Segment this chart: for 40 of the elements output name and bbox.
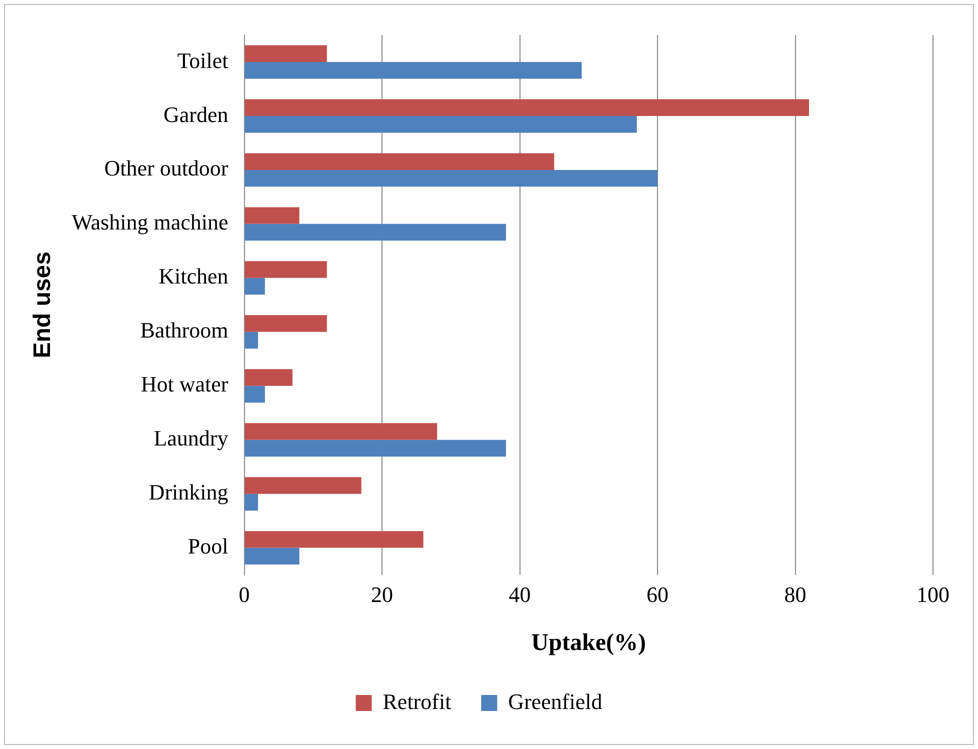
x-tick-label: 60 [646,582,669,607]
bar [244,153,554,170]
y-tick-label: Drinking [148,480,228,505]
bar [244,116,637,133]
bar [244,278,265,295]
x-tick-label: 20 [371,582,394,607]
x-tick-label: 0 [238,582,250,607]
bar [244,45,327,62]
bar [244,477,362,494]
bar [244,224,506,241]
bar [244,332,258,349]
bar [244,369,292,386]
y-tick-label: Kitchen [158,264,228,289]
x-tick-label: 100 [916,582,950,607]
y-tick-label: Toilet [177,48,228,73]
y-tick-label: Garden [164,102,228,127]
y-tick-label: Washing machine [72,210,228,235]
x-tick-label: 40 [508,582,531,607]
legend-label: Retrofit [382,688,452,714]
bar [244,207,300,224]
x-axis-title: Uptake(%) [531,630,646,656]
y-tick-label: Bathroom [140,318,228,343]
bar [244,531,424,548]
y-tick-label: Other outdoor [104,156,229,181]
y-axis-title: End uses [29,252,56,358]
x-tick-label: 80 [784,582,806,607]
bar [244,440,506,457]
y-tick-label: Laundry [154,426,228,451]
y-tick-label: Pool [188,534,228,559]
legend-label: Greenfield [508,688,602,714]
bar [244,386,265,403]
y-tick-label: Hot water [140,372,229,397]
bar [244,423,438,440]
bar [244,99,810,116]
bar [244,548,300,565]
bar [244,170,658,187]
bar [244,62,582,79]
bar [244,261,327,278]
bar [244,494,258,511]
bar [244,315,327,332]
